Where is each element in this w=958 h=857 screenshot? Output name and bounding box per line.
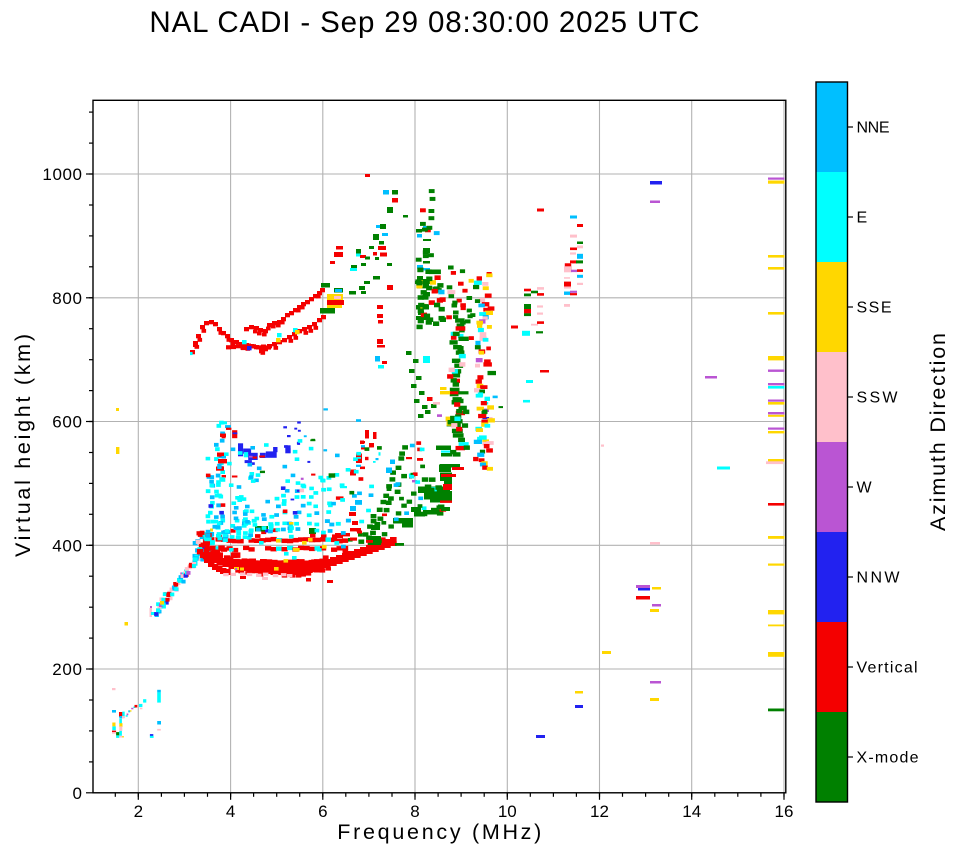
svg-text:NNW: NNW: [857, 570, 901, 587]
svg-text:Azimuth Direction: Azimuth Direction: [926, 333, 950, 531]
svg-text:X-mode: X-mode: [857, 750, 919, 767]
svg-text:Frequency (MHz): Frequency (MHz): [337, 820, 541, 844]
svg-text:0: 0: [73, 784, 82, 803]
svg-text:12: 12: [590, 802, 609, 821]
svg-text:600: 600: [52, 413, 82, 432]
svg-text:200: 200: [52, 660, 82, 679]
svg-text:8: 8: [410, 802, 419, 821]
svg-text:Virtual height (km): Virtual height (km): [11, 334, 35, 557]
svg-text:14: 14: [682, 802, 701, 821]
svg-text:400: 400: [52, 536, 82, 555]
svg-text:SSE: SSE: [857, 300, 892, 317]
svg-text:NAL CADI - Sep 29 08:30:00 202: NAL CADI - Sep 29 08:30:00 2025 UTC: [149, 6, 699, 39]
svg-text:16: 16: [775, 802, 794, 821]
svg-text:Vertical: Vertical: [857, 660, 918, 677]
svg-text:NNE: NNE: [857, 120, 890, 137]
svg-text:1000: 1000: [42, 165, 82, 184]
svg-text:800: 800: [52, 289, 82, 308]
svg-text:E: E: [857, 210, 868, 227]
svg-text:10: 10: [498, 802, 517, 821]
svg-text:4: 4: [226, 802, 235, 821]
svg-text:W: W: [857, 480, 873, 497]
svg-text:2: 2: [134, 802, 143, 821]
svg-text:SSW: SSW: [857, 390, 899, 407]
svg-text:6: 6: [318, 802, 327, 821]
